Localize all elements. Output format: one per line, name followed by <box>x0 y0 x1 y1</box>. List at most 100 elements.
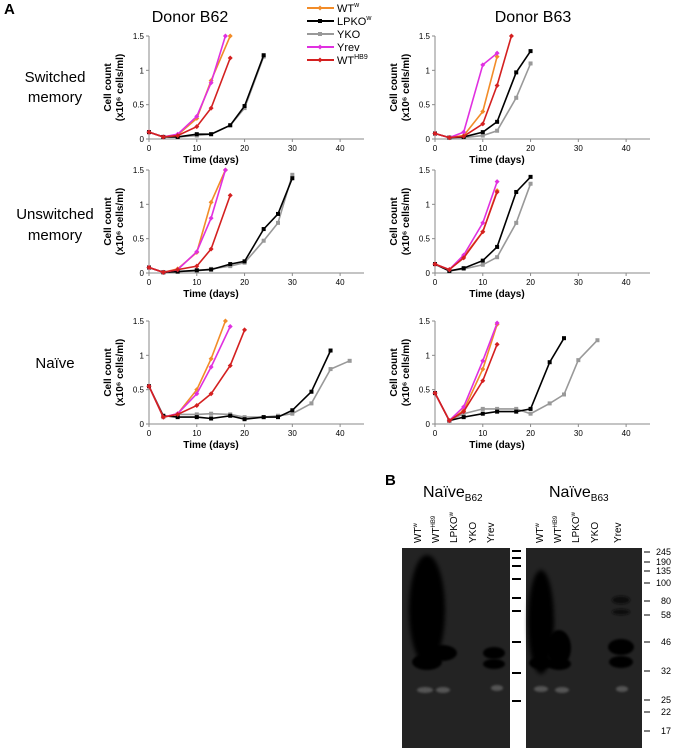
mw-label: 58 <box>661 610 671 620</box>
series-yrev <box>432 179 500 273</box>
data-point <box>480 258 485 263</box>
mw-label: 135 <box>656 566 671 576</box>
data-point <box>562 336 566 341</box>
band-wthb9-smear <box>547 630 571 666</box>
lane-label-b63-yrev: Yrev <box>613 522 624 543</box>
donor-title-b63: Donor B63 <box>495 9 572 26</box>
data-point <box>461 409 467 415</box>
data-point <box>222 167 228 173</box>
data-point <box>595 338 600 343</box>
band-yrev-62 <box>612 609 630 615</box>
blot-title-b62-sub: B62 <box>465 493 483 504</box>
data-point <box>242 104 247 109</box>
data-point <box>209 411 214 416</box>
series-line <box>434 190 498 271</box>
data-point <box>276 415 280 420</box>
y-tick-label: 1 <box>140 351 145 360</box>
data-point <box>290 411 295 416</box>
data-point <box>146 129 152 135</box>
data-point <box>290 176 295 181</box>
data-point <box>432 131 438 137</box>
y-tick-label: 1.5 <box>419 166 431 175</box>
y-tick-label: 1 <box>426 351 431 360</box>
y-axis-label-line2: (x10⁶ cells/ml) <box>115 54 126 121</box>
data-point <box>528 49 533 54</box>
y-tick-label: 1 <box>140 200 145 209</box>
lane-label-base: Yrev <box>486 522 497 543</box>
ladder-band <box>512 700 521 702</box>
donor-title-b62: Donor B62 <box>152 9 229 26</box>
row-label-unswitched-2: memory <box>28 227 83 244</box>
data-point <box>446 267 452 273</box>
y-tick-label: 0.5 <box>133 101 145 110</box>
data-point <box>175 411 181 417</box>
mw-label: 25 <box>661 695 671 705</box>
legend-label: Yrev <box>337 42 360 54</box>
data-point <box>480 109 486 115</box>
data-point <box>208 105 214 111</box>
data-point <box>175 133 181 139</box>
data-point <box>514 406 519 411</box>
mw-marker-135: 135 <box>644 566 671 576</box>
y-axis-label-line1: Cell count <box>389 348 400 397</box>
data-point <box>208 199 214 205</box>
y-tick-label: 0.5 <box>133 386 145 395</box>
legend-item-yrev: Yrev <box>307 42 360 54</box>
x-tick-label: 10 <box>192 278 201 287</box>
y-tick-label: 0 <box>426 269 431 278</box>
data-point <box>209 416 214 421</box>
lane-label-base: WT <box>413 527 424 543</box>
data-point <box>576 358 581 363</box>
y-tick-label: 1.5 <box>419 32 431 41</box>
series-wthb9 <box>146 327 248 420</box>
mw-marker-245: 245 <box>644 547 671 557</box>
lane-label-sup: w <box>535 522 541 528</box>
data-point <box>480 62 486 68</box>
data-point <box>495 119 500 124</box>
ladder-band <box>512 565 521 567</box>
lane-label-sup: w <box>571 511 577 517</box>
data-point <box>146 383 152 389</box>
y-axis-label-line1: Cell count <box>103 348 114 397</box>
data-point <box>480 133 485 138</box>
series-line <box>148 56 265 138</box>
data-point <box>227 363 233 369</box>
lane-label-base: YKO <box>468 522 479 543</box>
data-point <box>461 415 466 420</box>
x-axis-label: Time (days) <box>469 440 524 451</box>
band-yrev-27 <box>491 685 503 691</box>
band-yrev-42 <box>608 639 634 655</box>
lane-label-b62-wtw: WTw <box>413 522 424 543</box>
data-point <box>528 411 533 416</box>
series-yrev <box>146 33 228 140</box>
band-yrev-34 <box>483 659 505 669</box>
x-tick-label: 20 <box>526 144 535 153</box>
data-point <box>432 261 438 267</box>
data-point <box>242 415 247 420</box>
series-yrev <box>146 167 228 275</box>
data-point <box>446 418 452 424</box>
blot-bands-b63 <box>528 570 634 693</box>
data-point <box>480 411 485 416</box>
x-axis-label: Time (days) <box>183 289 238 300</box>
y-axis-label-line1: Cell count <box>389 63 400 112</box>
data-point <box>528 174 533 179</box>
data-point <box>194 249 200 255</box>
y-tick-label: 0.5 <box>419 235 431 244</box>
data-point <box>494 320 500 326</box>
data-point <box>160 414 166 420</box>
legend-label: YKO <box>337 29 361 41</box>
legend-label-base: WT <box>337 3 354 15</box>
legend-marker <box>317 57 323 63</box>
ladder-band <box>512 610 521 612</box>
blot-ladder-left <box>512 550 521 702</box>
data-point <box>328 367 333 372</box>
data-point <box>309 389 314 394</box>
y-tick-label: 1.5 <box>419 317 431 326</box>
data-point <box>495 244 500 249</box>
series-wthb9 <box>432 33 514 141</box>
blot-title-b63-base: Naïve <box>549 484 591 501</box>
series-line <box>148 350 332 421</box>
